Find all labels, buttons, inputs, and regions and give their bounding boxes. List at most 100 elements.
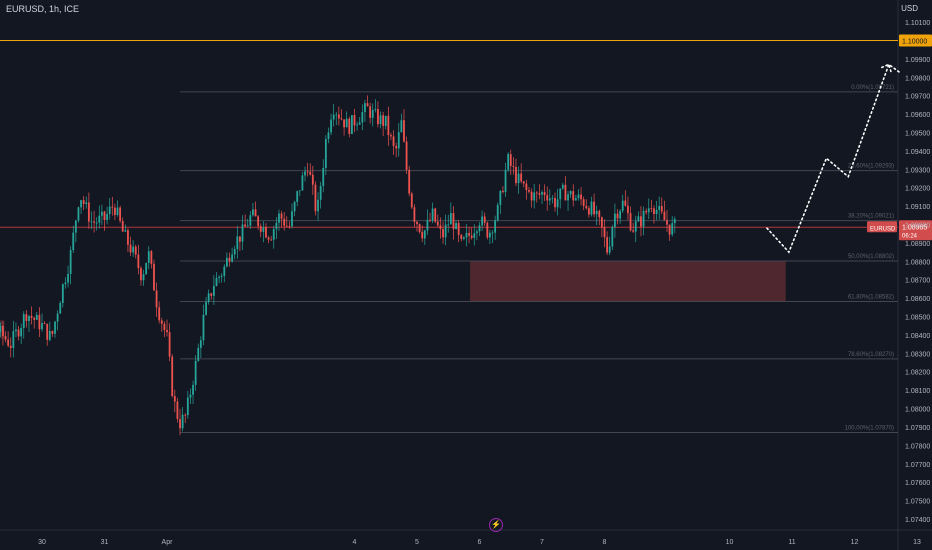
candle-body — [145, 262, 148, 275]
candle-body — [90, 221, 93, 223]
candle-body — [249, 215, 252, 226]
candle-body — [244, 224, 247, 227]
current-price-tag — [899, 220, 932, 241]
candle-body — [59, 302, 62, 314]
price-tick-label: 1.09300 — [905, 167, 930, 174]
candle-body — [278, 213, 280, 223]
price-tick-label: 1.07700 — [905, 462, 930, 469]
flash-icon[interactable]: ⚡ — [489, 518, 503, 532]
candle-body — [100, 211, 103, 216]
candle-body — [176, 401, 179, 419]
candle-body — [481, 216, 484, 226]
price-axis-panel[interactable] — [898, 0, 932, 550]
price-tick-label: 1.07500 — [905, 499, 930, 506]
candle-body — [444, 224, 447, 238]
candle-body — [418, 224, 421, 232]
candle-body — [371, 109, 374, 118]
candle-body — [434, 208, 437, 222]
price-tick-label: 1.08800 — [905, 259, 930, 266]
candle-body — [225, 257, 228, 267]
candle-body — [252, 209, 254, 216]
candle-body — [546, 195, 549, 201]
candle-body — [0, 325, 2, 333]
price-tick-label: 1.09600 — [905, 112, 930, 119]
candle-body — [587, 208, 590, 215]
candle-body — [301, 175, 304, 191]
projection-path[interactable] — [766, 63, 903, 254]
candle-body — [598, 210, 601, 218]
candle-body — [56, 313, 59, 322]
candle-body — [515, 166, 517, 184]
candle-body — [489, 232, 491, 238]
candle-body — [611, 226, 614, 247]
candle-body — [288, 225, 291, 227]
candle-body — [173, 396, 176, 402]
price-tick-label: 1.09800 — [905, 75, 930, 82]
candle-body — [38, 314, 41, 330]
candle-body — [85, 202, 88, 205]
price-tick-label: 1.08000 — [905, 407, 930, 414]
fib-level-label: 100.00%(1.07870) — [845, 425, 894, 431]
price-tick-label: 1.09400 — [905, 149, 930, 156]
candle-body — [267, 237, 270, 240]
candle-body — [403, 120, 405, 142]
candle-body — [202, 314, 205, 341]
candle-body — [186, 397, 189, 416]
symbol-legend[interactable]: EURUSD, 1h, ICE — [6, 4, 80, 14]
candle-body — [538, 193, 541, 195]
candle-body — [608, 246, 611, 253]
candle-body — [95, 222, 98, 224]
candle-body — [189, 394, 192, 398]
candle-body — [262, 227, 265, 232]
candle-body — [291, 211, 293, 227]
candle-body — [640, 216, 642, 227]
candle-body — [564, 184, 567, 201]
fib-level-label: 0.00%(1.09721) — [851, 85, 894, 91]
candle-body — [535, 192, 538, 194]
candle-body — [582, 199, 585, 207]
candle-body — [171, 356, 174, 397]
price-tick-label: 1.08700 — [905, 278, 930, 285]
candle-body — [384, 115, 387, 126]
projection[interactable] — [766, 63, 903, 254]
candle-body — [457, 222, 460, 235]
candle-body — [233, 249, 236, 255]
candle-body — [168, 332, 171, 357]
candle-body — [134, 246, 137, 255]
candle-body — [212, 285, 215, 296]
candle-body — [543, 192, 546, 196]
candle-body — [429, 219, 431, 221]
fibonacci-retracement[interactable]: 0.00%(1.09721) 23.60%(1.09293) 38.20%(1.09… — [180, 85, 898, 433]
candle-body — [272, 229, 275, 240]
candle-body — [642, 210, 645, 227]
demand-zone[interactable] — [470, 260, 786, 302]
current-price-label: 1.08985 — [902, 224, 927, 231]
price-tick-label: 1.09100 — [905, 204, 930, 211]
candle-body — [74, 220, 77, 233]
candle-body — [561, 184, 564, 189]
candle-body — [361, 112, 364, 123]
candle-body — [358, 122, 361, 125]
horizontal-lines[interactable]: 1.10000 EURUSD 1.08985 06:24 — [0, 34, 932, 241]
candle-body — [142, 274, 145, 281]
price-tick-label: 1.09500 — [905, 131, 930, 138]
candle-body — [223, 266, 226, 276]
candle-body — [590, 201, 593, 215]
price-tick-label: 1.07900 — [905, 425, 930, 432]
candle-body — [606, 237, 609, 253]
candle-body — [507, 154, 510, 170]
candle-body — [410, 193, 413, 208]
candle-body — [658, 205, 661, 210]
candle-body — [554, 197, 556, 208]
candle-body — [124, 230, 127, 232]
candle-body — [9, 345, 12, 348]
candle-body — [280, 213, 283, 219]
candle-body — [259, 226, 262, 232]
currency-label: USD — [901, 4, 918, 13]
candle-body — [137, 254, 140, 269]
candle-body — [660, 205, 663, 212]
candle-body — [93, 221, 95, 223]
candle-body — [663, 211, 666, 221]
candle-body — [447, 224, 450, 226]
